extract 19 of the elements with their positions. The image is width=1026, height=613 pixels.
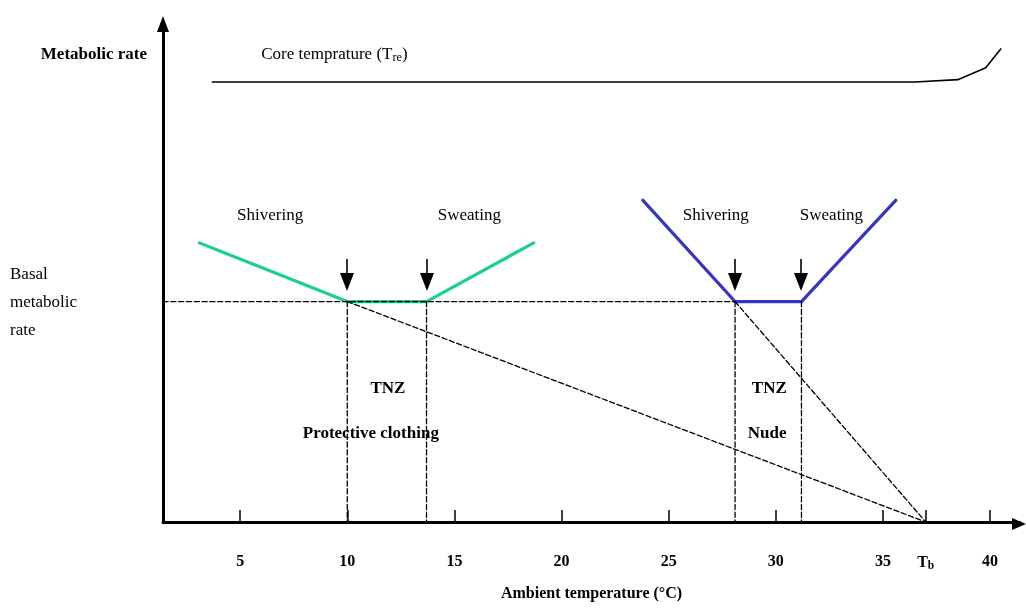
x-tick-label: 20 <box>553 551 570 569</box>
x-tick-label: 40 <box>982 551 999 569</box>
annotation: Protective clothing <box>302 423 440 443</box>
x-tick-label: 15 <box>446 551 463 569</box>
x-tick-label: 5 <box>236 551 245 569</box>
annotation: Sweating <box>437 205 502 224</box>
annotation: Nude <box>747 423 787 443</box>
x-tick-label: 30 <box>767 551 784 569</box>
annotation: Sweating <box>799 205 864 224</box>
annotation: Shivering <box>237 205 304 224</box>
x-axis-title: Ambient temperature (°C) <box>500 583 683 602</box>
y-axis-title: Metabolic rate <box>40 44 148 64</box>
annotation: Shivering <box>682 205 750 224</box>
text: Basal metabolic rate <box>10 264 82 340</box>
x-tick-label: 35 <box>874 551 891 569</box>
x-tick-label: 25 <box>660 551 677 569</box>
x-tick-label: 10 <box>339 551 356 569</box>
annotation: TNZ <box>751 378 787 398</box>
annotation: TNZ <box>370 378 406 398</box>
